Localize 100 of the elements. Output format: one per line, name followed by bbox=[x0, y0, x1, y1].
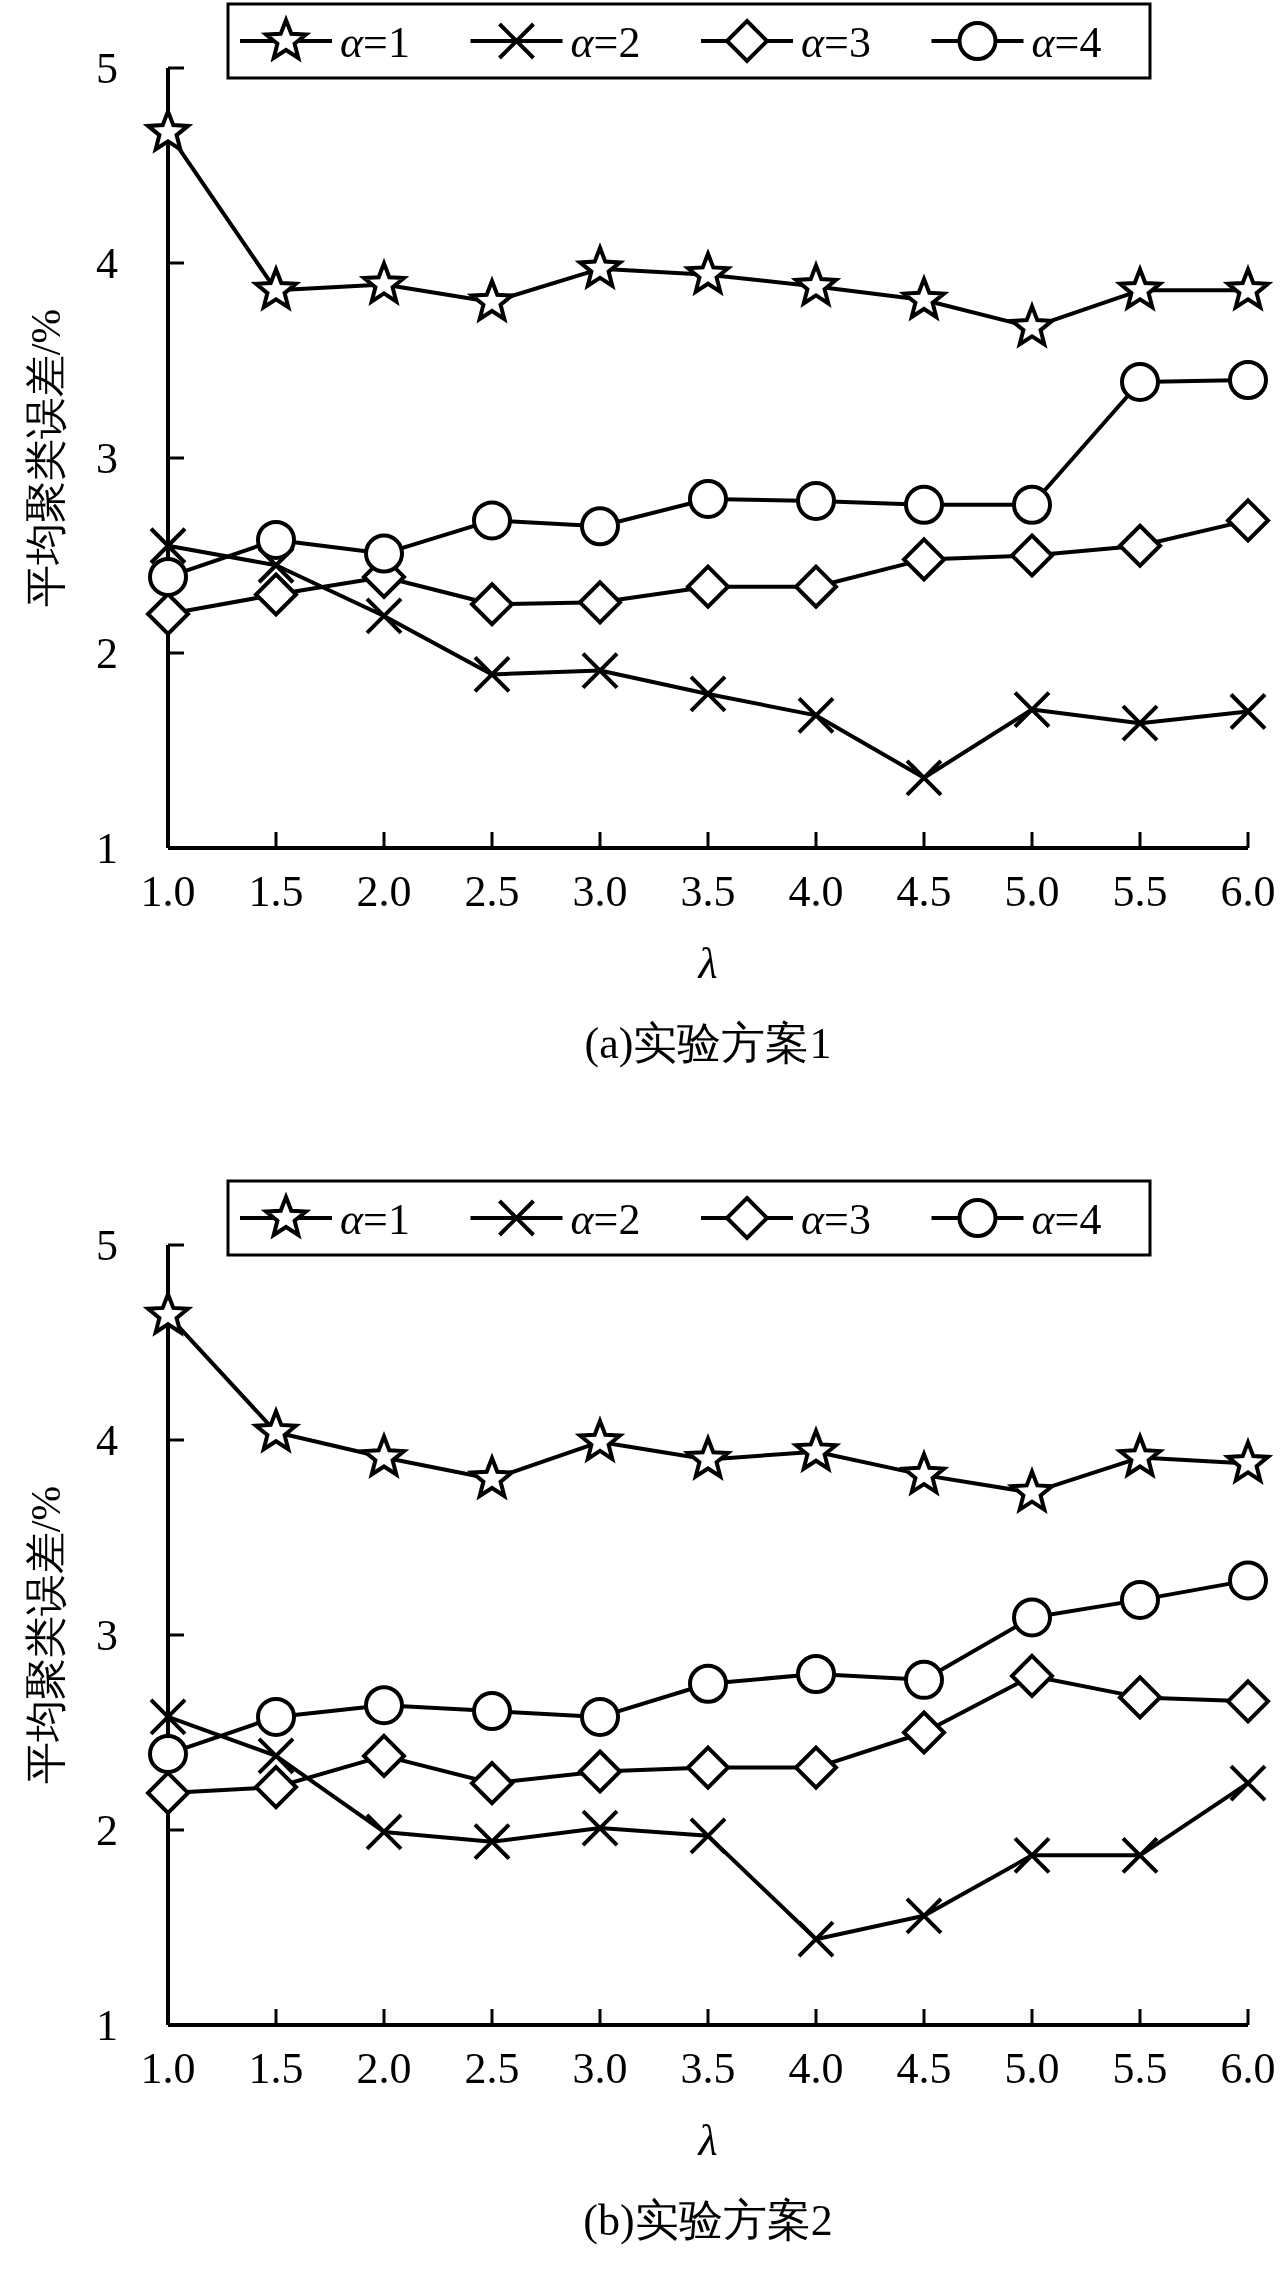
point bbox=[797, 1920, 835, 1959]
point bbox=[1121, 704, 1159, 743]
point bbox=[1010, 533, 1054, 578]
text: (b)实验方案2 bbox=[583, 2196, 833, 2245]
x-tick-label: 3.0 bbox=[572, 867, 628, 916]
point bbox=[797, 696, 835, 735]
point bbox=[149, 526, 187, 565]
point bbox=[254, 572, 298, 617]
point bbox=[470, 582, 514, 627]
legend-label: α=1 bbox=[340, 1195, 410, 1244]
y-tick-label: 5 bbox=[96, 44, 118, 93]
point bbox=[1229, 692, 1267, 731]
x-tick-label: 4.5 bbox=[896, 867, 952, 916]
point bbox=[362, 1733, 406, 1778]
point bbox=[902, 537, 946, 582]
point bbox=[148, 1733, 188, 1774]
point bbox=[1121, 1836, 1159, 1875]
point bbox=[905, 1896, 943, 1935]
point bbox=[472, 500, 512, 541]
point bbox=[365, 1812, 403, 1851]
point bbox=[580, 1696, 620, 1737]
point bbox=[581, 1809, 619, 1848]
x-axis-title: λ bbox=[696, 939, 718, 988]
point bbox=[1120, 1579, 1160, 1620]
point bbox=[796, 480, 836, 521]
x-tick-label: 2.0 bbox=[356, 867, 412, 916]
y-tick-label: 2 bbox=[96, 629, 118, 678]
legend-label: α=2 bbox=[570, 1195, 641, 1244]
legend-label: α=4 bbox=[1031, 18, 1102, 67]
point bbox=[257, 1736, 295, 1775]
point bbox=[364, 533, 404, 574]
point bbox=[902, 1710, 946, 1755]
point bbox=[1226, 498, 1270, 543]
point bbox=[472, 1691, 512, 1732]
x-tick-label: 6.0 bbox=[1220, 867, 1276, 916]
point bbox=[578, 1749, 622, 1794]
point bbox=[1013, 1836, 1051, 1875]
point bbox=[581, 651, 619, 690]
point bbox=[686, 564, 730, 609]
x-tick-label: 1.0 bbox=[140, 867, 196, 916]
x-tick-label: 5.0 bbox=[1004, 867, 1060, 916]
legend-label: α=2 bbox=[570, 18, 641, 67]
point bbox=[1226, 1679, 1270, 1724]
y-tick-label: 1 bbox=[96, 2001, 118, 2050]
point bbox=[1010, 1653, 1054, 1698]
point bbox=[686, 1745, 730, 1790]
x-tick-label: 3.5 bbox=[680, 867, 736, 916]
x-tick-label: 6.0 bbox=[1220, 2044, 1276, 2093]
y-tick-label: 1 bbox=[96, 824, 118, 873]
x-tick-label: 5.5 bbox=[1112, 2044, 1168, 2093]
y-tick-label: 3 bbox=[96, 434, 118, 483]
point bbox=[1120, 361, 1160, 402]
x-tick-label: 5.5 bbox=[1112, 867, 1168, 916]
point bbox=[1118, 1675, 1162, 1720]
x-tick-label: 4.0 bbox=[788, 2044, 844, 2093]
point bbox=[256, 519, 296, 560]
point bbox=[580, 506, 620, 547]
point bbox=[1229, 1764, 1267, 1803]
x-axis-title: λ bbox=[696, 2116, 718, 2165]
x-tick-label: 4.5 bbox=[896, 2044, 952, 2093]
point bbox=[689, 674, 727, 713]
point bbox=[473, 655, 511, 694]
point bbox=[796, 1654, 836, 1694]
point bbox=[364, 1685, 404, 1726]
point bbox=[254, 1765, 298, 1810]
x-tick-label: 2.5 bbox=[464, 2044, 520, 2093]
point bbox=[470, 1761, 514, 1806]
legend-label: α=4 bbox=[1031, 1195, 1102, 1244]
point bbox=[1012, 484, 1052, 525]
x-tick-label: 4.0 bbox=[788, 867, 844, 916]
x-tick-label: 5.0 bbox=[1004, 2044, 1060, 2093]
x-tick-label: 2.0 bbox=[356, 2044, 412, 2093]
y-tick-label: 4 bbox=[96, 239, 118, 288]
point bbox=[1013, 690, 1051, 729]
x-tick-label: 1.5 bbox=[248, 2044, 304, 2093]
point bbox=[365, 596, 403, 635]
point bbox=[149, 1697, 187, 1736]
legend-label: α=1 bbox=[340, 18, 410, 67]
point bbox=[1228, 1560, 1268, 1601]
point bbox=[578, 580, 622, 625]
point bbox=[904, 484, 944, 525]
x-tick-label: 1.0 bbox=[140, 2044, 196, 2093]
point bbox=[256, 1696, 296, 1737]
y-tick-label: 2 bbox=[96, 1806, 118, 1855]
point bbox=[1012, 1597, 1052, 1638]
point bbox=[794, 564, 838, 609]
point bbox=[1228, 360, 1268, 400]
y-tick-label: 4 bbox=[96, 1416, 118, 1465]
point bbox=[794, 1745, 838, 1790]
point bbox=[904, 1659, 944, 1700]
x-tick-label: 3.5 bbox=[680, 2044, 736, 2093]
y-tick-label: 5 bbox=[96, 1221, 118, 1270]
text: (a)实验方案1 bbox=[584, 1019, 832, 1068]
x-tick-label: 3.0 bbox=[572, 2044, 628, 2093]
y-axis-title: 平均聚类误差/% bbox=[23, 1485, 69, 1785]
point bbox=[688, 1663, 728, 1704]
y-tick-label: 3 bbox=[96, 1611, 118, 1660]
x-tick-label: 1.5 bbox=[248, 867, 304, 916]
point bbox=[689, 1816, 727, 1855]
point bbox=[1118, 523, 1162, 568]
